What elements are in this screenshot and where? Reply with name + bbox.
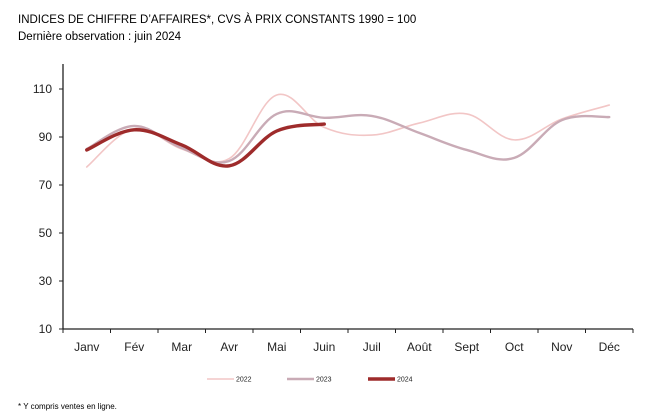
legend-label-2024: 2024: [397, 377, 413, 384]
x-tick-label: Sept: [454, 340, 479, 354]
x-tick-label: Oct: [505, 340, 524, 354]
series-lines: [85, 93, 611, 168]
chart-title-block: INDICES DE CHIFFRE D’AFFAIRES*, CVS À PR…: [18, 12, 416, 46]
y-tick-label: 30: [39, 274, 53, 288]
legend-label-2023: 2023: [316, 377, 332, 384]
chart-subtitle: Dernière observation : juin 2024: [18, 31, 182, 43]
legend-label-2022: 2022: [236, 377, 252, 384]
y-tick-label: 110: [33, 82, 52, 96]
x-tick-label: Déc: [599, 340, 620, 354]
y-tick-label: 50: [39, 226, 53, 240]
series-line-2024: [85, 122, 326, 168]
axes: 10 30 50 70 90 110 Janv Fév Mar Avr Mai Juin Juil Aoû…: [33, 64, 634, 354]
chart-title: INDICES DE CHIFFRE D’AFFAIRES*, CVS À PR…: [18, 14, 417, 26]
x-tick-label: Juin: [313, 340, 335, 354]
y-tick-label: 90: [39, 130, 53, 144]
y-tick-label: 10: [39, 322, 53, 336]
series-line-2022: [85, 93, 611, 168]
x-tick-label: Fév: [124, 340, 144, 354]
x-tick-label: Janv: [74, 340, 99, 354]
x-tick-label: Juil: [363, 340, 381, 354]
y-tick-label: 70: [39, 178, 53, 192]
legend: 2022 2023 2024: [207, 377, 413, 384]
series-line-2023: [85, 110, 611, 164]
x-tick-label: Avr: [220, 340, 238, 354]
x-tick-label: Nov: [551, 340, 572, 354]
footnote: * Y compris ventes en ligne.: [18, 402, 117, 411]
x-tick-label: Mar: [171, 340, 192, 354]
x-tick-label: Août: [407, 340, 432, 354]
x-tick-label: Mai: [267, 340, 286, 354]
